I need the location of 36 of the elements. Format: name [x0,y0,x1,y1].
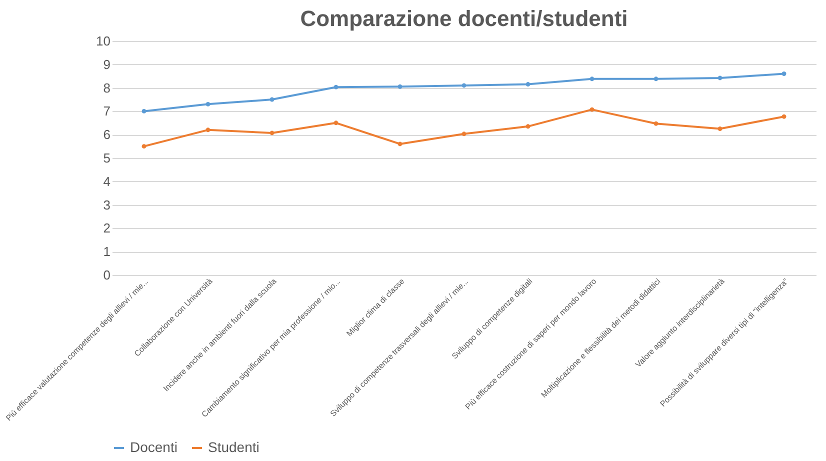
y-tick-label: 10 [96,34,110,48]
point [334,120,338,126]
point [398,142,402,146]
legend-label: Docenti [130,439,178,455]
y-tick-label: 0 [103,268,110,282]
point [654,121,658,126]
y-tick-label: 4 [103,174,110,189]
y-tick-label: 2 [103,220,110,236]
y-tick-label: 3 [103,197,110,212]
y-tick-label: 9 [103,56,110,72]
point [206,102,210,106]
point [718,126,722,131]
point [334,84,338,90]
y-tick-label: 8 [103,80,110,96]
point [782,72,786,76]
point [526,82,530,87]
point [398,84,402,89]
point [526,124,530,129]
y-tick-label: 1 [103,244,110,260]
point [590,76,594,82]
point [142,108,146,114]
point [206,128,210,132]
point [270,130,274,136]
y-tick-label: 5 [103,150,110,166]
point [270,97,274,102]
point [782,114,786,119]
point [654,76,658,82]
y-tick-label: 7 [103,104,110,119]
y-tick-label: 6 [103,127,110,142]
chart-title: Comparazione docenti/studenti [300,6,628,31]
legend-label: Studenti [208,439,260,455]
point [718,76,722,80]
point [590,107,594,112]
point [462,83,466,88]
point [142,144,146,149]
point [462,132,466,136]
